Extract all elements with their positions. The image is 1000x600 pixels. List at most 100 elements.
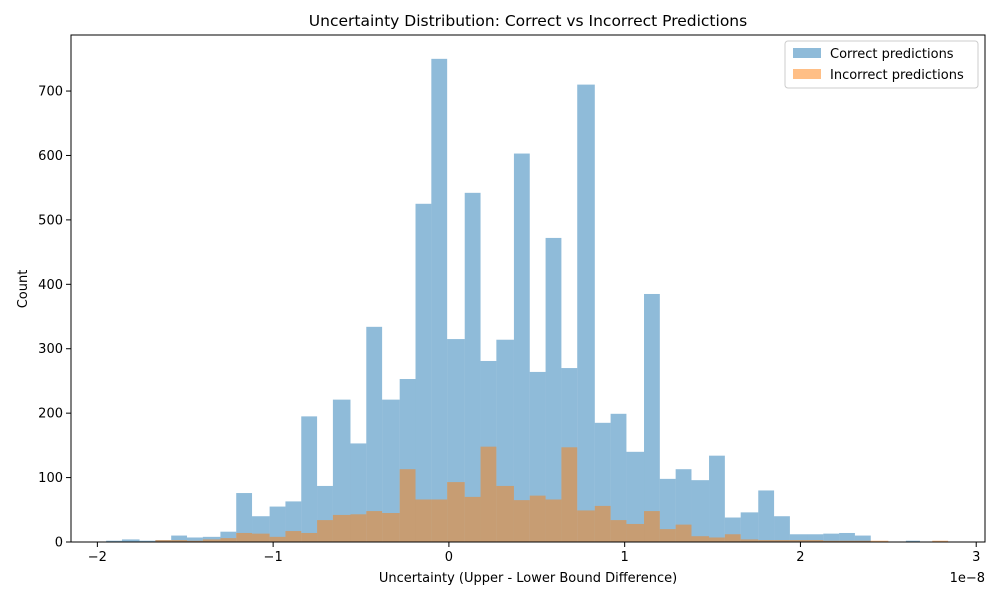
histogram-bar [236, 493, 253, 542]
legend-swatch [793, 48, 821, 58]
histogram-bar [301, 532, 318, 542]
histogram-bar [905, 540, 920, 542]
x-tick-label: 0 [445, 550, 453, 565]
histogram-bar [626, 451, 645, 542]
histogram-bar [709, 455, 725, 542]
histogram-bar [823, 540, 840, 542]
x-axis: −2 −1 0 1 2 3 [88, 542, 980, 565]
histogram-bar [317, 520, 333, 542]
histogram-bar [870, 540, 889, 542]
histogram-bar [839, 532, 855, 542]
histogram-bar [220, 531, 237, 542]
histogram-bar [594, 505, 611, 542]
histogram-bar [202, 539, 221, 542]
histogram-bar [659, 529, 676, 542]
histogram-bar [187, 537, 203, 542]
histogram-bar [366, 511, 383, 542]
histogram-bar [854, 540, 871, 542]
histogram-bar [854, 535, 871, 542]
histogram-bar [789, 540, 808, 542]
y-tick-label: 0 [55, 536, 63, 551]
plot-frame [70, 34, 986, 543]
histogram-bar [269, 506, 286, 542]
histogram-bar [513, 153, 530, 543]
histogram-bar [236, 532, 253, 542]
histogram-bar [285, 531, 302, 542]
histogram-bar [464, 192, 481, 542]
histogram-bar [415, 499, 432, 542]
histogram-bar [610, 413, 627, 542]
histogram-bar [171, 535, 188, 542]
histogram-bar [659, 478, 676, 542]
histogram-bar [577, 84, 595, 542]
histogram-bar [139, 540, 156, 542]
bars-layer [106, 58, 949, 543]
histogram-bar [724, 534, 741, 542]
x-tick-label: 2 [796, 550, 804, 565]
histogram-bar [171, 540, 188, 542]
histogram-bar [709, 537, 725, 542]
legend-box [784, 40, 979, 89]
histogram-bar [691, 536, 710, 542]
histogram-bar [758, 540, 775, 542]
histogram-bar [561, 447, 578, 542]
histogram-bar [332, 399, 351, 542]
legend: Correct predictions Incorrect predictions [784, 40, 979, 89]
histogram-bar [106, 540, 122, 542]
histogram-bar [740, 539, 759, 542]
legend-label: Incorrect predictions [830, 68, 964, 83]
histogram-bar [545, 237, 562, 542]
y-tick-label: 300 [38, 342, 63, 357]
histogram-bar [839, 540, 855, 542]
histogram-bar [644, 293, 660, 542]
x-axis-title: Uncertainty (Upper - Lower Bound Differe… [379, 571, 677, 586]
histogram-bar [691, 480, 710, 542]
series-incorrect [155, 446, 949, 542]
histogram-bar [545, 499, 562, 542]
histogram-bar [415, 203, 432, 543]
histogram-bar [269, 536, 286, 542]
x-tick-label: 3 [972, 550, 980, 565]
histogram-bar [789, 534, 808, 542]
histogram-bar [464, 496, 481, 542]
histogram-bar [644, 511, 660, 542]
legend-swatch [793, 69, 821, 79]
histogram-bar [675, 524, 692, 542]
plot-area [70, 34, 986, 543]
histogram-bar [823, 533, 840, 542]
histogram-bar [350, 514, 367, 542]
histogram-bar [577, 510, 595, 542]
histogram-bar [807, 540, 824, 542]
histogram-bar [626, 523, 645, 542]
histogram-bar [774, 516, 790, 542]
histogram-bar [480, 446, 497, 542]
histogram-bar [366, 326, 383, 542]
histogram-bar [382, 513, 400, 542]
legend-label: Correct predictions [830, 47, 954, 62]
histogram-bar [332, 514, 351, 542]
histogram-bar [774, 540, 790, 542]
histogram-bar [187, 540, 203, 542]
histogram-bar [121, 539, 140, 542]
histogram-bar [155, 540, 172, 542]
histogram-bar [932, 540, 949, 542]
histogram-bar [758, 490, 775, 542]
histogram-bar [675, 469, 692, 542]
series-correct [106, 58, 920, 543]
chart-title: Uncertainty Distribution: Correct vs Inc… [309, 12, 747, 30]
x-tick-label: −2 [88, 550, 107, 565]
y-tick-label: 100 [38, 471, 63, 486]
histogram-bar [513, 500, 530, 542]
y-axis: 0 100 200 300 400 500 600 700 [38, 85, 71, 551]
y-tick-label: 400 [38, 278, 63, 293]
histogram-bar [740, 512, 759, 542]
histogram-bar [610, 520, 627, 542]
x-tick-label: −1 [264, 550, 283, 565]
y-tick-label: 700 [38, 85, 63, 100]
histogram-bar [252, 533, 270, 542]
histogram-bar [220, 538, 237, 542]
histogram-bar [447, 482, 465, 542]
y-axis-title: Count [16, 270, 31, 309]
